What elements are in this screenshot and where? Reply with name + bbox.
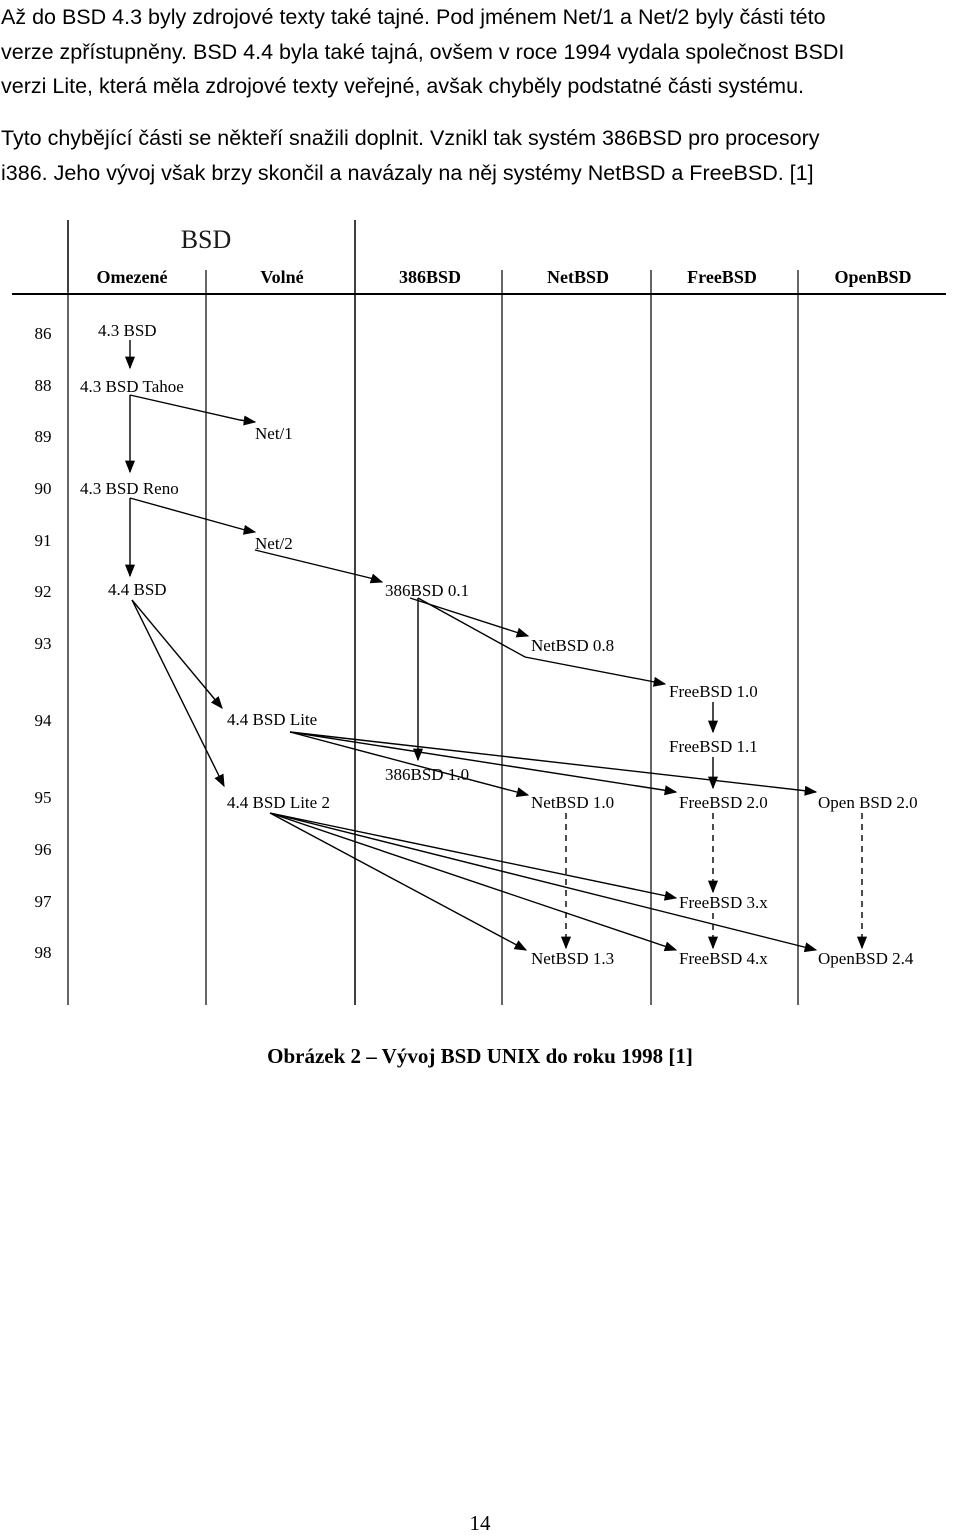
node-label: 4.4 BSD xyxy=(108,580,167,599)
year-label: 95 xyxy=(35,788,52,807)
node-label: FreeBSD 1.0 xyxy=(669,682,758,701)
year-label: 88 xyxy=(35,376,52,395)
bsd-history-diagram: BSD Omezené Volné 386BSD NetBSD FreeBSD … xyxy=(12,220,946,1005)
node-label: 4.3 BSD Tahoe xyxy=(80,377,184,396)
text-line: verze zpřístupněny. BSD 4.4 byla také ta… xyxy=(1,39,845,64)
column-header: OpenBSD xyxy=(834,267,911,287)
node-label: Net/1 xyxy=(255,424,293,443)
node-label: FreeBSD 3.x xyxy=(679,893,768,912)
node-label: Net/2 xyxy=(255,534,293,553)
year-label: 96 xyxy=(35,840,52,859)
text-line: Až do BSD 4.3 byly zdrojové texty také t… xyxy=(1,5,826,29)
text-line: i386. Jeho vývoj však brzy skončil a nav… xyxy=(1,160,814,185)
column-header: FreeBSD xyxy=(687,267,757,287)
node-label: 386BSD 1.0 xyxy=(385,765,469,784)
year-label: 98 xyxy=(35,943,52,962)
node-label: 4.4 BSD Lite xyxy=(227,710,317,729)
paragraph-1: Až do BSD 4.3 byly zdrojové texty také t… xyxy=(1,0,959,104)
node-label: FreeBSD 4.x xyxy=(679,949,768,968)
connectors xyxy=(124,340,818,953)
year-label: 93 xyxy=(35,634,52,653)
group-title: BSD xyxy=(181,225,232,254)
node-label: 4.4 BSD Lite 2 xyxy=(227,793,330,812)
node-label: 4.3 BSD Reno xyxy=(80,479,179,498)
year-label: 90 xyxy=(35,479,52,498)
node-label: FreeBSD 2.0 xyxy=(679,793,768,812)
node-label: NetBSD 1.0 xyxy=(531,793,614,812)
paragraph-2: Tyto chybějící části se někteří snažili … xyxy=(1,121,959,190)
column-header: NetBSD xyxy=(547,267,609,287)
year-label: 86 xyxy=(35,324,52,343)
dashed-connectors xyxy=(560,813,868,950)
node-label: NetBSD 0.8 xyxy=(531,636,614,655)
year-label: 92 xyxy=(35,582,52,601)
text-line: Tyto chybějící části se někteří snažili … xyxy=(1,126,820,150)
node-label: NetBSD 1.3 xyxy=(531,949,614,968)
year-label: 91 xyxy=(35,531,52,550)
node-label: 386BSD 0.1 xyxy=(385,581,469,600)
node-label: Open BSD 2.0 xyxy=(818,793,918,812)
node-label: FreeBSD 1.1 xyxy=(669,737,758,756)
text-line: verzi Lite, která měla zdrojové texty ve… xyxy=(1,74,805,98)
page-number: 14 xyxy=(469,1511,491,1535)
year-label: 97 xyxy=(35,892,53,911)
year-label: 89 xyxy=(35,427,52,446)
figure-caption: Obrázek 2 – Vývoj BSD UNIX do roku 1998 … xyxy=(267,1044,693,1068)
node-label: OpenBSD 2.4 xyxy=(818,949,914,968)
column-header: 386BSD xyxy=(399,267,461,287)
node-label: 4.3 BSD xyxy=(98,321,157,340)
year-label: 94 xyxy=(35,711,53,730)
column-header: Volné xyxy=(260,267,303,287)
column-header: Omezené xyxy=(97,267,168,287)
